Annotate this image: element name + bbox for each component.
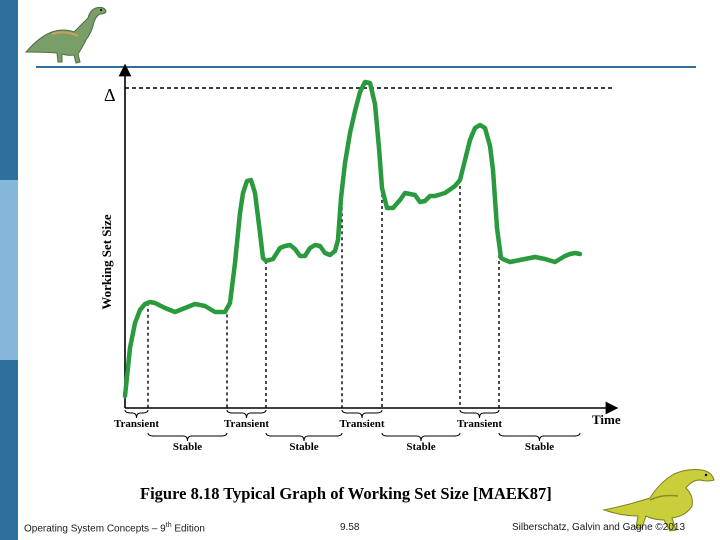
- stable-brace: [381, 432, 461, 442]
- figure-caption: Figure 8.18 Typical Graph of Working Set…: [140, 484, 552, 503]
- stable-label: Stable: [289, 441, 318, 453]
- accent-bar-segment-top: [0, 0, 18, 180]
- dinosaur-icon: [24, 6, 107, 64]
- phase-braces: [124, 409, 581, 442]
- stable-label: Stable: [525, 441, 554, 453]
- phase-labels: Transient Stable Transient Stable Transient S…: [114, 418, 554, 453]
- transient-brace: [341, 409, 383, 419]
- chart-axes: [118, 63, 619, 415]
- transient-label: Transient: [114, 418, 159, 430]
- left-accent-bar: [0, 0, 18, 540]
- transient-brace: [459, 409, 500, 419]
- transient-brace: [226, 409, 267, 419]
- footer-course-title: Operating System Concepts – 9th Edition: [24, 522, 205, 534]
- footer-copyright: Silberschatz, Galvin and Gagne ©2013: [512, 522, 686, 533]
- x-axis-label: Time: [592, 412, 621, 427]
- footer-page-number: 9.58: [340, 522, 360, 533]
- dinosaur-icon: [602, 469, 715, 532]
- stable-label: Stable: [406, 441, 435, 453]
- stable-brace: [265, 432, 343, 442]
- footer-course-sup: th: [165, 522, 172, 529]
- transient-label: Transient: [224, 418, 269, 430]
- phase-boundaries: [147, 180, 500, 408]
- accent-bar-segment-bottom: [0, 360, 18, 540]
- transient-label: Transient: [339, 418, 384, 430]
- y-axis-label: Working Set Size: [99, 214, 114, 310]
- accent-bar-segment-middle: [0, 180, 18, 360]
- footer-course-text: Operating System Concepts – 9: [24, 523, 166, 535]
- transient-label: Transient: [457, 418, 502, 430]
- working-set-curve: [122, 79, 583, 399]
- stable-label: Stable: [173, 441, 202, 453]
- transient-brace: [124, 409, 149, 419]
- max-marker-label: Δ: [104, 85, 116, 105]
- stable-brace: [147, 432, 228, 442]
- header-rule: [36, 66, 696, 68]
- footer-course-tail: Edition: [171, 523, 205, 535]
- stable-brace: [498, 432, 581, 442]
